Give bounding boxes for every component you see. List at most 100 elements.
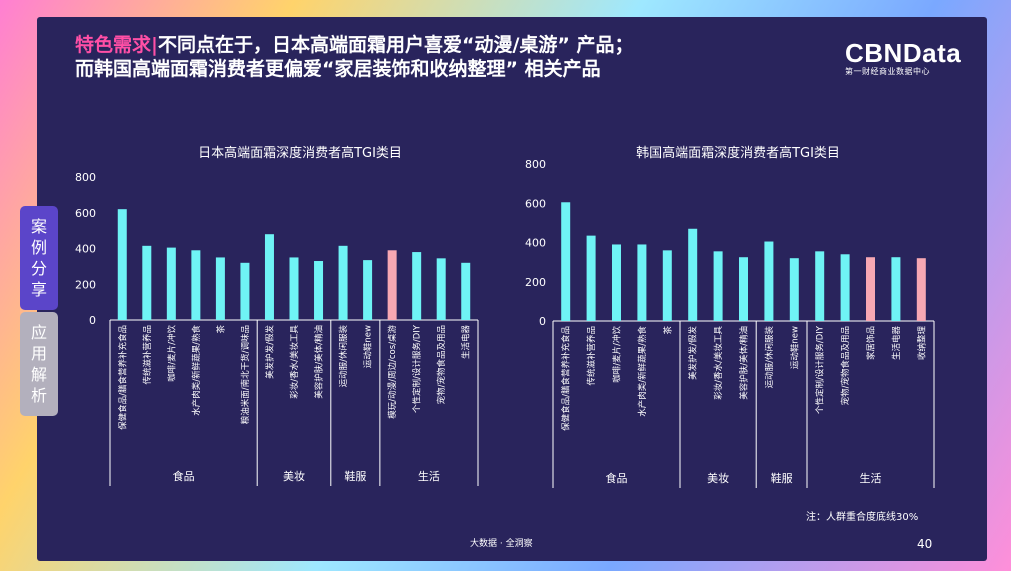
bar (166, 247, 176, 320)
x-tick-label: 家居饰品 (866, 326, 877, 360)
bar (891, 257, 901, 321)
group-label: 鞋服 (771, 471, 793, 485)
headline: 特色需求|不同点在于，日本高端面霜用户喜爱“动漫/桌游” 产品； 而韩国高端面霜… (75, 33, 795, 81)
note-text: 注：人群重合度底线30% (806, 512, 919, 523)
group-label: 鞋服 (344, 469, 366, 483)
bar (713, 251, 723, 321)
tab-case-char: 享 (30, 280, 47, 299)
group-label: 食品 (173, 469, 195, 483)
bar (363, 260, 373, 320)
x-tick-label: 传统滋补营养品 (586, 326, 597, 386)
chart-korea: 0 200 400 600 800 保健食品/膳食营养补充食品 传统滋补营养品 咖啡/麦片/冲… (525, 158, 935, 488)
headline-line1: 不同点在于，日本高端面霜用户喜爱“动漫/桌游” 产品； (157, 34, 634, 56)
group-label: 食品 (606, 471, 628, 485)
chart-title-japan: 日本高端面霜深度消费者高TGI类目 (198, 146, 402, 161)
x-tick-label: 粮油米面/南北干货/调味品 (240, 325, 251, 424)
y-tick-label: 200 (525, 276, 546, 289)
x-tick-label: 宠物/宠物食品及用品 (840, 326, 851, 405)
bar (314, 261, 324, 320)
bar (436, 258, 446, 320)
x-tick-label: 运动鞋new (363, 325, 374, 368)
tab-application-analysis[interactable]: 应 用 解 析 (20, 312, 58, 416)
bar (338, 245, 348, 320)
bar (840, 254, 850, 321)
brand-logo: CBNData (845, 38, 962, 68)
bar (662, 250, 672, 321)
bar (764, 241, 774, 321)
brand-subtitle: 第一财经商业数据中心 (845, 67, 930, 76)
x-tick-label: 个性定制/设计服务/DIY (815, 325, 826, 414)
bar (215, 257, 225, 320)
tab-apply-char: 解 (30, 365, 47, 384)
y-tick-label: 800 (75, 171, 96, 184)
footer-text: 大数据 · 全洞察 (470, 539, 533, 549)
y-tick-label: 600 (75, 207, 96, 220)
x-tick-label: 美容护肤/美体/精油 (739, 326, 750, 400)
x-tick-label: 宠物/宠物食品及用品 (436, 325, 447, 404)
y-tick-label: 600 (525, 197, 546, 210)
x-tick-label: 运动服/休闲服装 (764, 326, 775, 389)
x-tick-label: 保健食品/膳食营养补充食品 (561, 326, 572, 431)
bar (815, 251, 825, 321)
headline-highlight: 特色需求| (75, 34, 158, 56)
bar (789, 258, 799, 321)
tab-apply-char: 析 (30, 386, 47, 405)
x-tick-label: 茶 (215, 325, 226, 334)
tab-case-char: 分 (30, 259, 47, 278)
group-label: 美妆 (707, 472, 729, 485)
y-tick-label: 400 (75, 243, 96, 256)
y-tick-label: 200 (75, 278, 96, 291)
x-tick-label: 咖啡/麦片/冲饮 (166, 325, 177, 382)
x-tick-label: 模玩/动漫/周边/cos/桌游 (387, 325, 398, 419)
x-tick-label: 运动服/休闲服装 (338, 325, 349, 388)
x-tick-label: 水产肉类/新鲜蔬果/熟食 (637, 326, 648, 417)
x-tick-label: 茶 (662, 326, 673, 335)
x-tick-label: 收纳整理 (916, 326, 927, 361)
bar (412, 252, 422, 320)
group-label: 美妆 (283, 470, 305, 483)
chart-japan: 0 200 400 600 800 保健食品/膳食营养补充食品 传统滋补营养品 咖啡/麦片/冲… (75, 171, 479, 486)
bar (916, 258, 926, 321)
x-tick-label: 彩妆/香水/美妆工具 (713, 326, 724, 400)
bar (264, 234, 274, 320)
page-number: 40 (917, 537, 933, 551)
x-tick-label: 保健食品/膳食营养补充食品 (117, 325, 128, 430)
x-tick-label: 美发护发/假发 (264, 325, 275, 379)
x-tick-label: 传统滋补营养品 (142, 325, 153, 385)
x-tick-label: 美发护发/假发 (688, 326, 699, 380)
y-tick-label: 400 (525, 237, 546, 250)
bar (612, 244, 621, 321)
x-tick-label: 个性定制/设计服务/DIY (412, 324, 423, 413)
bar (240, 262, 250, 320)
bar (637, 244, 647, 321)
bar (289, 257, 299, 320)
bar (688, 228, 698, 321)
headline-line2: 而韩国高端面霜消费者更偏爱“家居装饰和收纳整理” 相关产品 (75, 58, 601, 80)
x-tick-label: 生活电器 (891, 326, 902, 361)
group-label: 生活 (860, 471, 882, 485)
y-tick-label: 800 (525, 158, 546, 171)
bar (461, 262, 471, 320)
y-tick-label: 0 (89, 314, 96, 327)
x-tick-label: 生活电器 (461, 325, 472, 360)
x-tick-label: 咖啡/麦片/冲饮 (612, 326, 623, 383)
tab-case-char: 案 (30, 217, 47, 236)
tab-case-share[interactable]: 案 例 分 享 (20, 206, 58, 310)
tab-apply-char: 用 (30, 344, 47, 363)
bar (561, 202, 571, 321)
bar (586, 235, 596, 321)
y-tick-label: 0 (539, 315, 546, 328)
group-label: 生活 (418, 469, 440, 483)
x-tick-label: 运动鞋new (789, 326, 800, 369)
bar (739, 257, 748, 321)
bar (117, 209, 127, 320)
x-tick-label: 美容护肤/美体/精油 (314, 325, 325, 399)
chart-title-korea: 韩国高端面霜深度消费者高TGI类目 (636, 146, 840, 161)
x-tick-label: 彩妆/香水/美妆工具 (289, 325, 300, 399)
bar (387, 250, 397, 320)
tab-case-char: 例 (30, 238, 47, 257)
bar (142, 245, 152, 320)
x-tick-label: 水产肉类/新鲜蔬果/熟食 (191, 325, 202, 416)
tab-apply-char: 应 (30, 323, 47, 342)
bar (191, 250, 201, 320)
